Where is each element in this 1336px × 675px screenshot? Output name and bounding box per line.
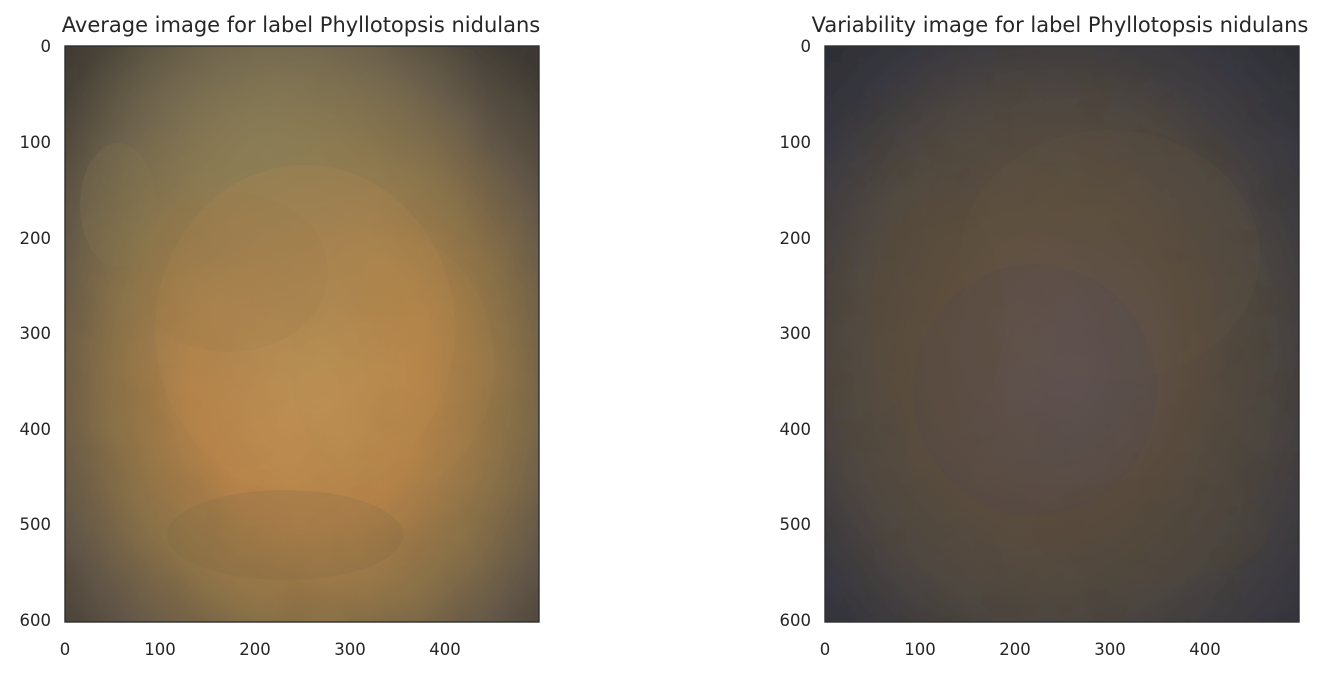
y-tick-label: 200: [20, 229, 52, 248]
x-tick-label: 400: [1189, 640, 1221, 659]
variability-y-ticks: 0 100 200 300 400 500 600: [780, 37, 812, 630]
average-y-ticks: 0 100 200 300 400 500 600: [20, 37, 52, 630]
y-tick-label: 600: [780, 611, 812, 630]
average-x-ticks: 0 100 200 300 400: [60, 640, 461, 659]
x-tick-label: 100: [904, 640, 936, 659]
y-tick-label: 200: [780, 229, 812, 248]
y-tick-label: 100: [20, 133, 52, 152]
average-image-area: [64, 45, 540, 623]
y-tick-label: 400: [780, 420, 812, 439]
x-tick-label: 200: [239, 640, 271, 659]
y-tick-label: 600: [20, 611, 52, 630]
y-tick-label: 0: [41, 37, 52, 56]
y-tick-label: 100: [780, 133, 812, 152]
x-tick-label: 400: [429, 640, 461, 659]
variability-image-chart: Variability image for label Phyllotopsis…: [780, 13, 1309, 659]
x-tick-label: 300: [334, 640, 366, 659]
x-tick-label: 0: [60, 640, 71, 659]
average-image-chart: Average image for label Phyllotopsis nid…: [20, 13, 541, 659]
y-tick-label: 300: [20, 324, 52, 343]
y-tick-label: 300: [780, 324, 812, 343]
y-tick-label: 500: [780, 515, 812, 534]
chart-title: Average image for label Phyllotopsis nid…: [62, 13, 540, 37]
y-tick-label: 400: [20, 420, 52, 439]
x-tick-label: 100: [144, 640, 176, 659]
y-tick-label: 0: [801, 37, 812, 56]
x-tick-label: 0: [820, 640, 831, 659]
variability-image-panel: Variability image for label Phyllotopsis…: [760, 0, 1336, 671]
x-tick-label: 300: [1094, 640, 1126, 659]
variability-x-ticks: 0 100 200 300 400: [820, 640, 1221, 659]
y-tick-label: 500: [20, 515, 52, 534]
chart-title: Variability image for label Phyllotopsis…: [812, 13, 1309, 37]
variability-image-area: [824, 45, 1300, 623]
average-image-panel: Average image for label Phyllotopsis nid…: [0, 0, 668, 671]
x-tick-label: 200: [999, 640, 1031, 659]
